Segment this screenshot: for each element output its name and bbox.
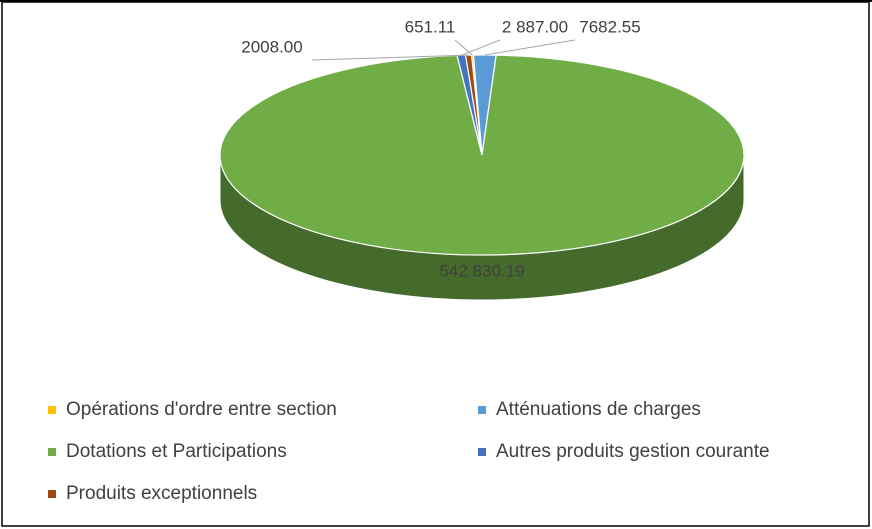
legend-swatch [48,406,56,414]
pie-slice [219,54,745,256]
legend-swatch [478,406,486,414]
data-label: 7682.55 [579,17,640,36]
legend-swatch [48,448,56,456]
data-label: 2 887.00 [502,17,568,36]
leader-line [311,54,469,61]
legend-label: Produits exceptionnels [66,483,257,504]
legend-swatch [478,448,486,456]
data-label: 2008.00 [241,37,302,56]
legend-label: Opérations d'ordre entre section [66,399,337,420]
legend-label: Atténuations de charges [496,399,701,420]
legend-swatch [48,490,56,498]
leader-line [461,39,501,56]
legend-label: Autres produits gestion courante [496,441,770,462]
leader-line [484,39,576,56]
data-label: 542 830.19 [439,261,524,280]
data-label: 651.11 [405,17,456,36]
legend-label: Dotations et Participations [66,441,287,462]
